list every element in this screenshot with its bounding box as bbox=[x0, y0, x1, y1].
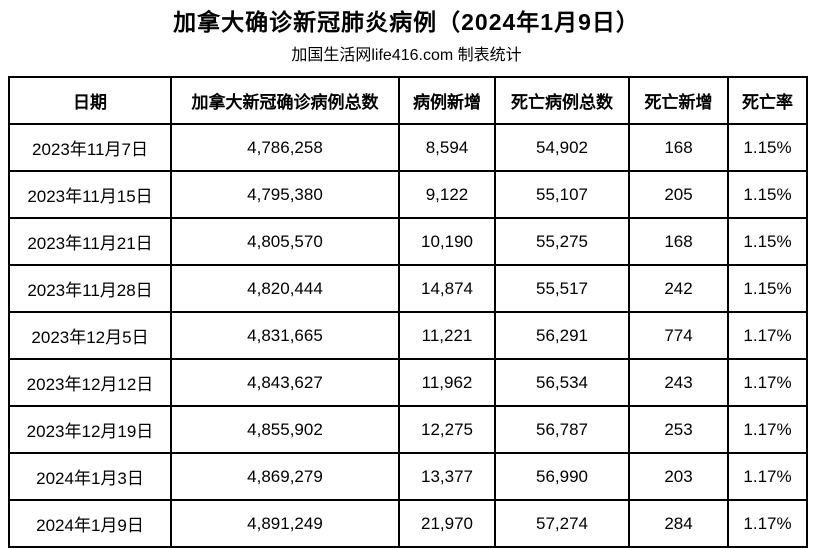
new-deaths-cell: 203 bbox=[628, 452, 729, 501]
covid-stats-table: 日期 加拿大新冠确诊病例总数 病例新增 死亡病例总数 死亡新增 死亡率 2023… bbox=[8, 76, 808, 548]
death-rate-cell: 1.15% bbox=[727, 123, 808, 172]
header-row: 日期 加拿大新冠确诊病例总数 病例新增 死亡病例总数 死亡新增 死亡率 bbox=[8, 76, 808, 125]
death-rate-cell: 1.17% bbox=[727, 452, 808, 501]
new-deaths-cell: 242 bbox=[628, 264, 729, 313]
new-cases-cell: 21,970 bbox=[398, 499, 496, 548]
new-deaths-cell: 253 bbox=[628, 405, 729, 454]
total-deaths-cell: 54,902 bbox=[494, 123, 630, 172]
death-rate-cell: 1.15% bbox=[727, 217, 808, 266]
new-cases-cell: 11,221 bbox=[398, 311, 496, 360]
death-rate-cell: 1.15% bbox=[727, 170, 808, 219]
date-cell: 2023年12月5日 bbox=[8, 311, 172, 360]
new-deaths-cell: 168 bbox=[628, 123, 729, 172]
death-rate-cell: 1.17% bbox=[727, 311, 808, 360]
column-header-date: 日期 bbox=[8, 76, 172, 125]
table-row: 2023年11月7日 4,786,258 8,594 54,902 168 1.… bbox=[8, 123, 808, 172]
column-header-new-cases: 病例新增 bbox=[398, 76, 496, 125]
new-cases-cell: 8,594 bbox=[398, 123, 496, 172]
total-deaths-cell: 56,291 bbox=[494, 311, 630, 360]
column-header-total-deaths: 死亡病例总数 bbox=[494, 76, 630, 125]
total-cases-cell: 4,855,902 bbox=[170, 405, 400, 454]
new-cases-cell: 13,377 bbox=[398, 452, 496, 501]
total-deaths-cell: 56,787 bbox=[494, 405, 630, 454]
new-cases-cell: 9,122 bbox=[398, 170, 496, 219]
total-cases-cell: 4,831,665 bbox=[170, 311, 400, 360]
column-header-total-cases: 加拿大新冠确诊病例总数 bbox=[170, 76, 400, 125]
table-row: 2024年1月9日 4,891,249 21,970 57,274 284 1.… bbox=[8, 499, 808, 548]
new-deaths-cell: 284 bbox=[628, 499, 729, 548]
table-row: 2023年11月28日 4,820,444 14,874 55,517 242 … bbox=[8, 264, 808, 313]
new-deaths-cell: 243 bbox=[628, 358, 729, 407]
total-cases-cell: 4,843,627 bbox=[170, 358, 400, 407]
date-cell: 2023年11月28日 bbox=[8, 264, 172, 313]
column-header-death-rate: 死亡率 bbox=[727, 76, 808, 125]
table-row: 2023年11月21日 4,805,570 10,190 55,275 168 … bbox=[8, 217, 808, 266]
death-rate-cell: 1.15% bbox=[727, 264, 808, 313]
total-deaths-cell: 56,990 bbox=[494, 452, 630, 501]
table-row: 2023年12月19日 4,855,902 12,275 56,787 253 … bbox=[8, 405, 808, 454]
date-cell: 2023年11月21日 bbox=[8, 217, 172, 266]
table-row: 2023年12月12日 4,843,627 11,962 56,534 243 … bbox=[8, 358, 808, 407]
new-cases-cell: 11,962 bbox=[398, 358, 496, 407]
total-deaths-cell: 56,534 bbox=[494, 358, 630, 407]
total-deaths-cell: 55,107 bbox=[494, 170, 630, 219]
page-title: 加拿大确诊新冠肺炎病例（2024年1月9日） bbox=[173, 9, 640, 35]
date-cell: 2023年11月15日 bbox=[8, 170, 172, 219]
new-cases-cell: 14,874 bbox=[398, 264, 496, 313]
date-cell: 2024年1月9日 bbox=[8, 499, 172, 548]
new-deaths-cell: 205 bbox=[628, 170, 729, 219]
total-deaths-cell: 57,274 bbox=[494, 499, 630, 548]
total-cases-cell: 4,891,249 bbox=[170, 499, 400, 548]
new-cases-cell: 12,275 bbox=[398, 405, 496, 454]
page-subtitle: 加国生活网life416.com 制表统计 bbox=[291, 47, 522, 64]
new-deaths-cell: 168 bbox=[628, 217, 729, 266]
table-row: 2023年12月5日 4,831,665 11,221 56,291 774 1… bbox=[8, 311, 808, 360]
column-header-new-deaths: 死亡新增 bbox=[628, 76, 729, 125]
death-rate-cell: 1.17% bbox=[727, 358, 808, 407]
table-row: 2024年1月3日 4,869,279 13,377 56,990 203 1.… bbox=[8, 452, 808, 501]
table-row: 2023年11月15日 4,795,380 9,122 55,107 205 1… bbox=[8, 170, 808, 219]
total-cases-cell: 4,869,279 bbox=[170, 452, 400, 501]
total-cases-cell: 4,820,444 bbox=[170, 264, 400, 313]
death-rate-cell: 1.17% bbox=[727, 405, 808, 454]
date-cell: 2024年1月3日 bbox=[8, 452, 172, 501]
death-rate-cell: 1.17% bbox=[727, 499, 808, 548]
total-deaths-cell: 55,517 bbox=[494, 264, 630, 313]
new-deaths-cell: 774 bbox=[628, 311, 729, 360]
new-cases-cell: 10,190 bbox=[398, 217, 496, 266]
date-cell: 2023年11月7日 bbox=[8, 123, 172, 172]
total-cases-cell: 4,795,380 bbox=[170, 170, 400, 219]
date-cell: 2023年12月19日 bbox=[8, 405, 172, 454]
date-cell: 2023年12月12日 bbox=[8, 358, 172, 407]
total-cases-cell: 4,786,258 bbox=[170, 123, 400, 172]
total-deaths-cell: 55,275 bbox=[494, 217, 630, 266]
total-cases-cell: 4,805,570 bbox=[170, 217, 400, 266]
